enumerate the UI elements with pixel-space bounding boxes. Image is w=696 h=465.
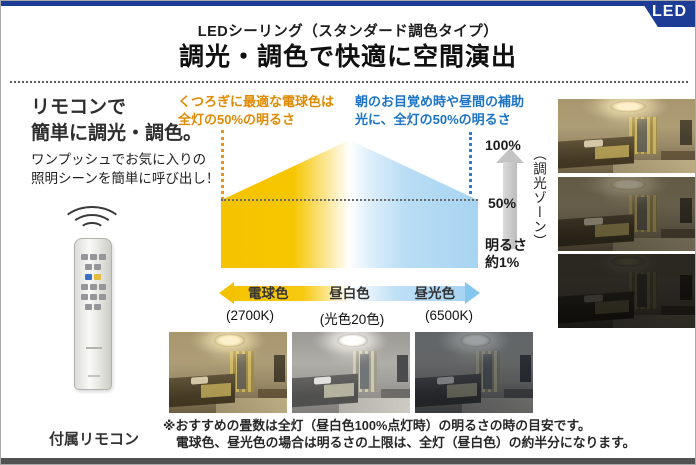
tv — [679, 119, 693, 145]
light-tint-overlay — [558, 254, 695, 328]
kelvin-warm: (2700K) — [225, 308, 275, 323]
remote-button — [94, 274, 101, 280]
remote-button — [80, 294, 88, 300]
remote-control-illustration — [74, 238, 112, 390]
annotation-warm-light: くつろぎに最適な電球色は 全灯の50%の明るさ — [178, 93, 334, 129]
footnote-line2: 電球色、昼光色の場合は明るさの上限は、全灯（昼白色）の約半分になります。 — [176, 435, 636, 450]
window — [637, 273, 648, 307]
remote-button — [98, 284, 106, 290]
remote-feature-heading-line2: 簡単に調光・調色。 — [31, 123, 203, 144]
remote-button — [89, 254, 97, 260]
color-dimming-zone-chart — [221, 140, 478, 268]
dimming-axis-arrow — [496, 148, 524, 249]
page-title: 調光・調色で快適に空間演出 — [178, 43, 517, 71]
remote-feature-body-line1: ワンプッシュでお気に入りの — [31, 152, 207, 167]
window — [483, 353, 492, 390]
remote-button — [85, 304, 92, 310]
remote-logo-mark — [86, 347, 102, 349]
remote-button — [80, 254, 88, 260]
signal-waves-icon — [79, 222, 105, 240]
tv — [679, 274, 693, 300]
room-photo-cool-color — [415, 332, 533, 413]
warm-pointer-line — [221, 130, 224, 200]
kelvin-cool: (6500K) — [424, 308, 474, 323]
arrowhead-cool-icon — [465, 282, 480, 304]
annotation-cool-light: 朝のお目覚め時や昼間の補助 光に、全灯の50%の明るさ — [355, 93, 524, 129]
product-subtitle: LEDシーリング（スタンダード調色タイプ） — [197, 24, 499, 40]
window — [637, 118, 648, 152]
remote-button — [98, 294, 106, 300]
fifty-percent-line — [221, 199, 478, 201]
remote-button — [85, 274, 92, 280]
bottom-accent-bar — [1, 458, 695, 464]
light-tint-overlay — [169, 332, 287, 413]
remote-button — [94, 264, 101, 270]
remote-caption: 付属リモコン — [48, 431, 139, 448]
dimming-zone-label: （調光ゾーン） — [531, 147, 546, 249]
tv — [520, 354, 531, 383]
axis-1-percent: 明るさ 約1% — [485, 237, 527, 271]
arrowhead-warm-icon — [219, 282, 234, 304]
signal-waves-icon — [59, 206, 125, 252]
floor — [612, 314, 695, 328]
remote-feature-heading-line1: リモコンで — [31, 97, 127, 118]
led-badge-label: LED — [652, 3, 687, 20]
room-photo-brightness-1 — [558, 254, 695, 328]
color-temperature-bar: 電球色 昼白色 昼光色 — [234, 285, 465, 301]
light-tint-overlay — [292, 332, 410, 413]
tv — [679, 197, 693, 223]
label-cool-color: 昼光色 — [414, 285, 456, 301]
remote-button — [89, 284, 97, 290]
light-tint-overlay — [558, 177, 695, 251]
up-arrowhead-icon — [496, 148, 524, 163]
cool-pointer-line — [469, 132, 472, 200]
axis-50-percent: 50% — [488, 195, 517, 211]
room-photo-brightness-50 — [558, 177, 695, 251]
label-neutral-color: 昼白色 — [329, 285, 370, 301]
remote-button — [98, 254, 106, 260]
remote-button — [80, 284, 88, 290]
axis-100-percent: 100% — [485, 137, 521, 153]
remote-buttons — [75, 254, 111, 310]
window — [237, 353, 246, 390]
remote-feature-heading: リモコンで 簡単に調光・調色。 — [31, 95, 202, 147]
remote-button — [85, 264, 92, 270]
annotation-warm-line2: 全灯の50%の明るさ — [178, 112, 296, 127]
floor — [612, 237, 695, 251]
annotation-warm-line1: くつろぎに最適な電球色は — [178, 94, 335, 109]
remote-feature-body: ワンプッシュでお気に入りの 照明シーンを簡単に呼び出し！ — [31, 150, 219, 188]
footnote-line1: ※おすすめの畳数は全灯（昼白色100%点灯時）の明るさの時の目安です。 — [163, 418, 591, 433]
ceiling-light — [213, 334, 245, 347]
room-photo-warm-color — [169, 332, 287, 413]
remote-button — [89, 294, 97, 300]
window — [637, 196, 648, 230]
axis-1-percent-line2: 約1% — [485, 254, 520, 270]
floor — [612, 159, 695, 173]
ceiling-light — [610, 256, 646, 268]
footnote: ※おすすめの畳数は全灯（昼白色100%点灯時）の明るさの時の目安です。 電球色、… — [163, 417, 635, 451]
room-photo-brightness-100 — [558, 99, 695, 173]
signal-waves-icon — [69, 214, 115, 246]
remote-brand-mark — [88, 375, 100, 377]
ceiling-light — [610, 101, 646, 113]
annotation-cool-line1: 朝のお目覚め時や昼間の補助 — [355, 94, 525, 109]
remote-button — [94, 304, 101, 310]
kelvin-neutral: (光色20色) — [319, 312, 385, 327]
light-tint-overlay — [558, 99, 695, 173]
light-tint-overlay — [415, 332, 533, 413]
annotation-cool-line2: 光に、全灯の50%の明るさ — [355, 112, 511, 127]
header-divider — [10, 81, 688, 83]
up-arrow-shaft — [503, 162, 517, 249]
color-temperature-arrow: 電球色 昼白色 昼光色 — [219, 282, 480, 304]
remote-feature-body-line2: 照明シーンを簡単に呼び出し！ — [31, 171, 220, 186]
room-photo-neutral-color — [292, 332, 410, 413]
ceiling-light — [459, 334, 491, 347]
axis-1-percent-line1: 明るさ — [485, 237, 527, 253]
ceiling-light — [610, 179, 646, 191]
tv — [274, 354, 285, 383]
top-accent-bar — [1, 1, 695, 6]
label-warm-color: 電球色 — [248, 285, 289, 301]
